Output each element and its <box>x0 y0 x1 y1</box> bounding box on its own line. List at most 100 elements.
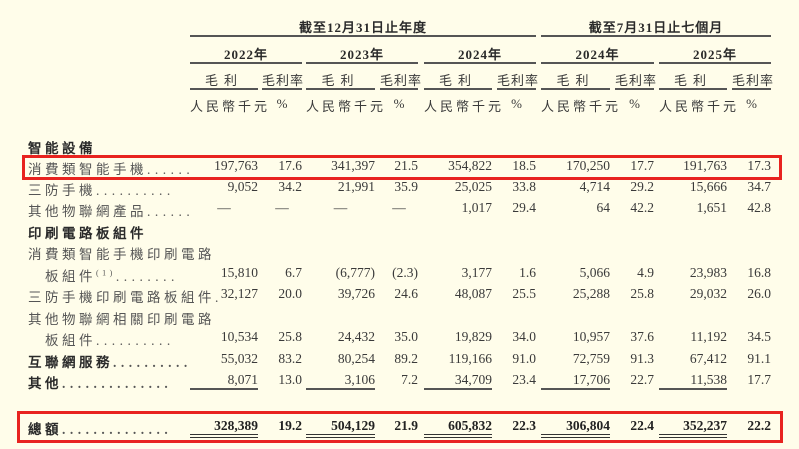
gross-profit-cell: 72,759 <box>572 351 610 366</box>
gross-profit-cell: 21,991 <box>337 179 375 194</box>
gross-profit-cell: 3,106 <box>306 372 375 390</box>
row-label: 智能設備 <box>28 137 96 157</box>
unit-percent: % <box>746 96 757 111</box>
highlight-box-total <box>17 411 783 443</box>
header-rule <box>541 35 771 37</box>
gross-margin-cell: 22.3 <box>512 418 536 433</box>
gross-margin-cell: 17.7 <box>747 372 771 387</box>
leader-dots: .............. <box>62 376 173 391</box>
gross-margin-cell: 35.9 <box>394 179 418 194</box>
gross-profit-cell: 10,957 <box>572 329 610 344</box>
gross-margin-cell: 13.0 <box>278 372 302 387</box>
gross-margin-cell: 17.3 <box>747 158 771 173</box>
gross-profit-cell: 5,066 <box>579 265 610 280</box>
unit-percent: % <box>276 96 288 111</box>
gross-profit-cell: 17,706 <box>541 372 610 390</box>
row-label: 其他物聯網相關印刷電路 <box>28 308 215 328</box>
gross-profit-cell: 15,666 <box>689 179 727 194</box>
year-rule <box>541 62 654 64</box>
period-seven-months-header: 截至7月31日止七個月 <box>588 20 724 35</box>
gross-profit-cell: 25,025 <box>454 179 492 194</box>
row-label: 消費類智能手機印刷電路 <box>28 243 215 263</box>
gross-profit-header: 毛利 <box>673 73 712 88</box>
unit-rmb-thousands: 人民幣千元 <box>541 99 622 114</box>
unit-rmb-thousands: 人民幣千元 <box>306 99 387 114</box>
row-label: 其他.............. <box>28 372 172 392</box>
gross-profit-cell: 9,052 <box>227 179 258 194</box>
gross-profit-cell: 4,714 <box>579 179 610 194</box>
row-label-text: 總額 <box>28 422 62 437</box>
gross-profit-cell: 197,763 <box>214 158 258 173</box>
gross-profit-cell: 64 <box>596 200 611 215</box>
row-label-text: 三防手機 <box>28 183 96 198</box>
gross-profit-cell: 23,983 <box>689 265 727 280</box>
period-annual-header: 截至12月31日止年度 <box>298 20 427 35</box>
highlight-box-smartphones <box>22 155 782 180</box>
gross-margin-cell: 29.2 <box>630 179 654 194</box>
gross-margin-cell: 21.5 <box>394 158 418 173</box>
gross-profit-cell: 191,763 <box>683 158 727 173</box>
gross-margin-cell: 20.0 <box>278 286 302 301</box>
gross-profit-cell: 15,810 <box>220 265 258 280</box>
column-rule <box>541 88 610 90</box>
gross-margin-cell: 17.6 <box>278 158 302 173</box>
gross-margin-cell: 91.1 <box>747 351 771 366</box>
row-label-text: 其他物聯網產品 <box>28 204 147 219</box>
gross-profit-cell: 10,534 <box>220 329 258 344</box>
row-label: 三防手機印刷電路板組件. <box>28 286 223 306</box>
gross-margin-cell: 34.7 <box>747 179 771 194</box>
gross-margin-cell: 22.2 <box>747 418 771 433</box>
gross-profit-cell: 32,127 <box>220 286 258 301</box>
unit-rmb-thousands: 人民幣千元 <box>424 99 505 114</box>
gross-profit-header: 毛利 <box>556 73 595 88</box>
gross-profit-cell: 170,250 <box>566 158 610 173</box>
gross-profit-cell: 11,538 <box>659 372 727 390</box>
gross-profit-cell: 67,412 <box>689 351 727 366</box>
unit-percent: % <box>511 96 522 111</box>
gross-margin-cell: 23.4 <box>512 372 536 387</box>
leader-dots: .......... <box>96 183 175 198</box>
column-rule <box>380 88 418 90</box>
unit-rmb-thousands: 人民幣千元 <box>659 99 740 114</box>
gross-profit-cell: — <box>217 200 231 215</box>
year-header: 2024年 <box>575 47 620 62</box>
row-label-text: 印刷電路板組件 <box>28 226 147 241</box>
gross-margin-cell: 42.2 <box>630 200 654 215</box>
gross-profit-cell: (6,777) <box>335 265 375 280</box>
row-label-text: 智能設備 <box>28 141 96 156</box>
row-label: 三防手機.......... <box>28 179 175 199</box>
gross-margin-header: 毛利率 <box>732 73 775 88</box>
gross-profit-cell: — <box>333 200 348 215</box>
gross-margin-cell: 35.0 <box>394 329 418 344</box>
gross-profit-header: 毛利 <box>438 73 477 88</box>
gross-margin-cell: 19.2 <box>278 418 302 433</box>
gross-profit-cell: 328,389 <box>190 418 258 438</box>
gross-margin-cell: 37.6 <box>630 329 654 344</box>
gross-profit-cell: 25,288 <box>572 286 610 301</box>
row-label-text: 板組件 <box>45 333 96 348</box>
gross-margin-cell: 25.8 <box>278 329 302 344</box>
leader-dots: ........ <box>115 269 179 284</box>
leader-dots: ...... <box>147 204 195 219</box>
gross-profit-cell: 1,651 <box>696 200 727 215</box>
header-rule <box>190 35 536 37</box>
gross-margin-cell: (2.3) <box>392 265 418 280</box>
gross-profit-cell: 504,129 <box>306 418 375 438</box>
gross-margin-cell: 25.8 <box>630 286 654 301</box>
gross-profit-cell: 605,832 <box>424 418 492 438</box>
row-label-text: 三防手機印刷電路板組件 <box>28 290 215 305</box>
gross-margin-cell: 16.8 <box>747 265 771 280</box>
gross-profit-cell: 80,254 <box>337 351 375 366</box>
year-header: 2023年 <box>339 47 384 62</box>
gross-profit-cell: 24,432 <box>337 329 375 344</box>
gross-margin-cell: 17.7 <box>630 158 654 173</box>
row-label-text: 其他物聯網相關印刷電路 <box>28 312 215 327</box>
gross-margin-cell: 18.5 <box>512 158 536 173</box>
gross-profit-cell: 19,829 <box>454 329 492 344</box>
gross-margin-cell: 83.2 <box>278 351 302 366</box>
gross-margin-cell: 21.9 <box>394 418 418 433</box>
gross-profit-cell: 55,032 <box>220 351 258 366</box>
gross-profit-cell: 11,192 <box>690 329 727 344</box>
gross-margin-cell: 91.0 <box>512 351 536 366</box>
year-header: 2024年 <box>457 47 502 62</box>
